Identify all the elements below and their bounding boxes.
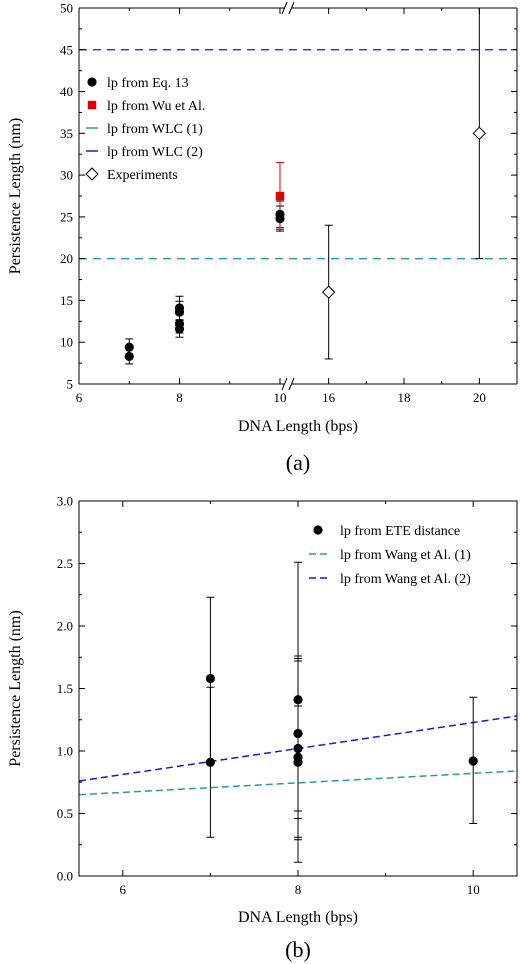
y-tick-label: 25: [60, 209, 73, 224]
figure-caption: (b): [285, 937, 311, 962]
legend-label: lp from ETE distance: [340, 524, 460, 539]
y-tick-label: 1.5: [57, 681, 73, 696]
y-axis-title: Persistence Length (nm): [7, 118, 24, 274]
axis-break-mark: [288, 1, 295, 15]
axis-break-mark: [281, 377, 288, 391]
data-point: [293, 695, 303, 705]
legend-swatch: [85, 167, 99, 181]
chart-panel-a: 5 10 15 20 25 30 35 40 45 50 6 8 10 16 18 20 lp from Eq.…: [7, 1, 518, 475]
x-tick-label: 8: [176, 390, 183, 405]
axis-break-mark: [281, 1, 288, 15]
legend-label: lp from Wu et Al.: [107, 99, 205, 114]
y-axis-title: Persistence Length (nm): [7, 610, 24, 766]
y-tick-label: 0.0: [57, 869, 73, 884]
data-point: [293, 728, 303, 739]
chart-panel-b: 0.0 0.5 1.0 1.5 2.0 2.5 3.0 6 8 10 lp from ETE dis…: [7, 494, 518, 962]
legend-label: lp from Eq. 13: [107, 76, 189, 91]
data-point: [293, 743, 303, 754]
y-tick-label: 5: [67, 377, 74, 392]
y-tick-label: 30: [60, 168, 73, 183]
legend-swatch: [87, 100, 97, 110]
legend-swatch: [313, 525, 323, 535]
y-tick-label: 2.0: [57, 619, 73, 634]
data-point: [205, 757, 215, 767]
data-point: [472, 126, 487, 141]
x-tick-label: 10: [273, 390, 286, 405]
y-tick-label: 45: [60, 42, 73, 57]
legend-label: lp from WLC (2): [107, 145, 203, 160]
axis-break-mark: [288, 377, 295, 391]
legend-label: Experiments: [107, 168, 178, 183]
legend-label: lp from Wang et Al. (2): [340, 572, 471, 587]
x-tick-label: 20: [473, 390, 486, 405]
y-tick-label: 10: [60, 335, 73, 350]
data-point: [174, 303, 185, 313]
x-tick-label: 8: [295, 882, 302, 897]
x-tick-label: 18: [398, 390, 411, 405]
legend-label: lp from Wang et Al. (1): [340, 548, 471, 563]
x-tick-label: 10: [467, 882, 480, 897]
x-tick-label: 16: [322, 390, 336, 405]
figure-caption: (a): [286, 450, 310, 475]
data-point: [293, 757, 303, 767]
data-point: [468, 756, 478, 766]
x-axis-title: DNA Length (bps): [238, 909, 358, 926]
y-tick-label: 35: [60, 126, 73, 141]
y-tick-label: 20: [60, 251, 73, 266]
data-point: [275, 191, 285, 201]
y-tick-label: 0.5: [57, 806, 73, 821]
data-point: [321, 285, 336, 299]
x-tick-label: 6: [76, 390, 83, 405]
x-tick-label: 6: [120, 882, 127, 897]
data-point: [205, 673, 215, 684]
y-tick-label: 3.0: [57, 494, 73, 509]
y-tick-label: 40: [60, 84, 73, 99]
data-point: [275, 209, 285, 219]
legend-swatch: [87, 77, 97, 87]
x-axis-title: DNA Length (bps): [238, 418, 358, 435]
y-tick-label: 15: [60, 293, 73, 308]
data-point: [124, 351, 134, 362]
legend-label: lp from WLC (1): [107, 122, 203, 137]
y-tick-label: 50: [60, 1, 73, 16]
data-point: [124, 342, 134, 352]
data-point: [174, 319, 185, 329]
y-tick-label: 2.5: [57, 556, 73, 571]
y-tick-label: 1.0: [57, 744, 73, 759]
trend-line: [78, 770, 518, 796]
